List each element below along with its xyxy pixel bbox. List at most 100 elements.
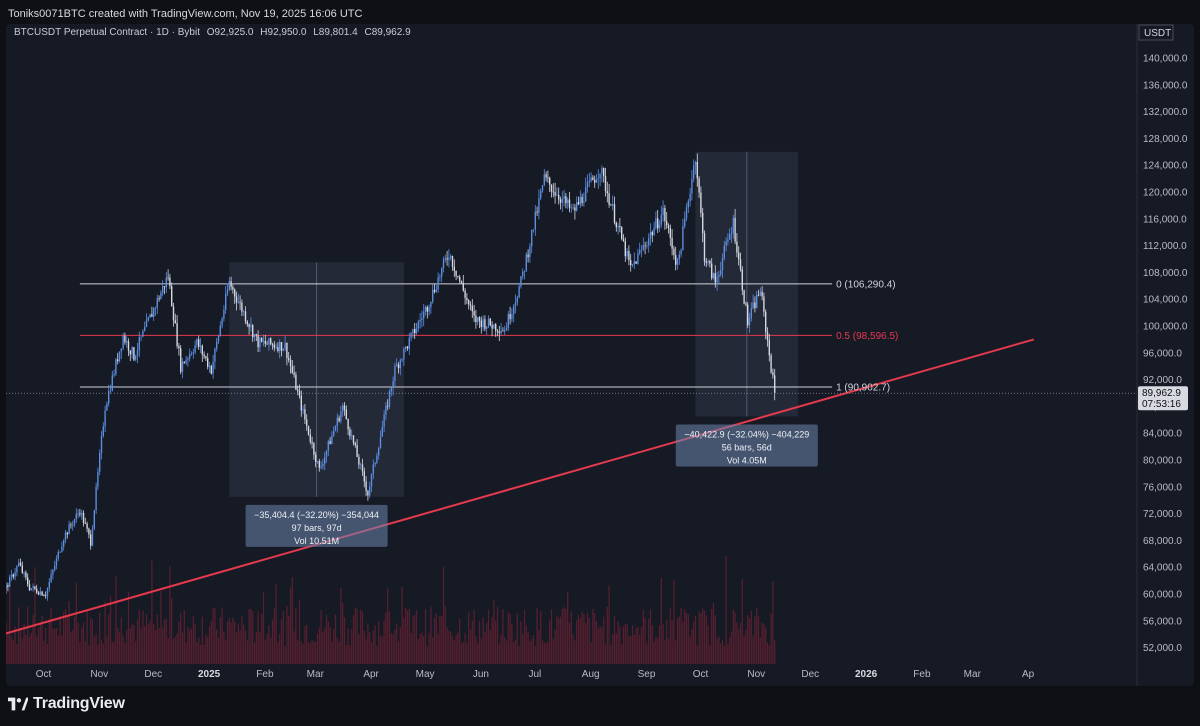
candle-body (662, 207, 664, 216)
candle-body (307, 425, 310, 435)
volume-bar (606, 607, 608, 664)
candle-body (70, 524, 72, 526)
candle-body (365, 481, 367, 491)
volume-bar (144, 626, 146, 664)
symbol-title[interactable]: BTCUSDT Perpetual Contract · 1D · Bybit (14, 27, 200, 38)
tradingview-logo[interactable]: TradingView (8, 695, 125, 713)
candle-body (136, 350, 139, 356)
candle-body (280, 342, 283, 351)
volume-bar (181, 632, 184, 664)
candle-body (226, 290, 229, 294)
fib-label: 1 (90,902.7) (836, 382, 890, 393)
volume-bar (219, 617, 221, 664)
volume-bar (475, 636, 477, 664)
candle-body (199, 345, 202, 347)
candle-body (514, 302, 517, 307)
candle-body (374, 462, 376, 465)
candle-body (484, 319, 486, 329)
volume-bar (129, 628, 131, 664)
candle-body (405, 346, 407, 349)
volume-bar (14, 626, 16, 664)
volume-bar (444, 606, 446, 664)
volume-bar (707, 625, 709, 664)
candle-body (297, 389, 299, 391)
candle-body (648, 238, 650, 246)
volume-bar (41, 615, 43, 664)
price-chart[interactable]: 52,000.0 56,000.0 60,000.0 64,000.0 68,000.0… (0, 0, 1200, 686)
candle-body (64, 532, 67, 541)
volume-bar (127, 591, 130, 664)
volume-bar (300, 641, 302, 664)
candle-body (347, 419, 349, 430)
candle-body (705, 261, 707, 263)
candle-body (630, 260, 632, 266)
volume-bar (491, 616, 493, 664)
candle-body (239, 301, 241, 303)
candle-body (495, 324, 497, 331)
measure-tooltip-line: −35,404.4 (−32.20%) −354,044 (254, 510, 379, 520)
volume-bar (10, 636, 13, 664)
volume-bar (99, 612, 101, 664)
candle-body (754, 302, 756, 308)
candle-body (520, 276, 522, 287)
candle-body (745, 303, 747, 305)
volume-bar (4, 643, 5, 664)
volume-bar (79, 642, 81, 664)
trend-line (6, 338, 1035, 635)
candle-body (46, 588, 49, 597)
volume-bar (43, 640, 45, 664)
volume-bar (750, 610, 752, 664)
candle-body (59, 551, 61, 553)
volume-bar (430, 606, 432, 664)
volume-bar (176, 633, 178, 664)
volume-bar (342, 603, 344, 664)
volume-bar (394, 629, 396, 664)
volume-bar (205, 634, 207, 664)
volume-bar (199, 644, 202, 664)
candle-body (498, 331, 500, 334)
volume-bar (687, 614, 689, 664)
volume-bar (615, 633, 617, 664)
volume-bar (246, 640, 248, 664)
volume-bar (460, 643, 463, 664)
volume-bar (682, 621, 684, 664)
volume-bar (313, 641, 315, 664)
volume-bar (198, 637, 200, 664)
candle-body (729, 234, 731, 240)
fib-label: 0.5 (98,596.5) (836, 331, 898, 342)
candle-body (55, 558, 58, 566)
candle-body (324, 456, 326, 464)
candle-body (75, 513, 77, 520)
candle-body (676, 259, 679, 265)
volume-bar (228, 617, 230, 664)
candle-body (363, 471, 365, 482)
volume-bar (104, 601, 106, 664)
volume-bar (376, 645, 378, 664)
candle-body (732, 217, 734, 234)
volume-bar (115, 576, 117, 664)
x-tick-label: 2025 (198, 669, 221, 680)
volume-bar (428, 633, 430, 664)
candle-body (410, 332, 412, 338)
volume-bar (331, 641, 333, 664)
candle-body (691, 178, 693, 194)
candle-body (653, 227, 655, 236)
candle-body (478, 317, 481, 321)
volume-bar (237, 623, 239, 664)
y-tick-label: 80,000.0 (1143, 456, 1182, 467)
volume-bar (126, 629, 128, 664)
volume-bar (306, 624, 308, 664)
candle-body (118, 351, 121, 362)
volume-bar (410, 632, 412, 664)
volume-bar (154, 630, 157, 664)
x-tick-label: Oct (36, 669, 52, 680)
volume-bar (660, 578, 662, 664)
volume-bar (295, 608, 297, 664)
volume-bar (345, 644, 347, 664)
volume-bar (214, 608, 216, 664)
candle-body (435, 289, 437, 292)
volume-bar (259, 632, 261, 664)
x-tick-label: 2026 (855, 669, 878, 680)
volume-bar (32, 615, 34, 664)
candle-body (275, 347, 277, 349)
